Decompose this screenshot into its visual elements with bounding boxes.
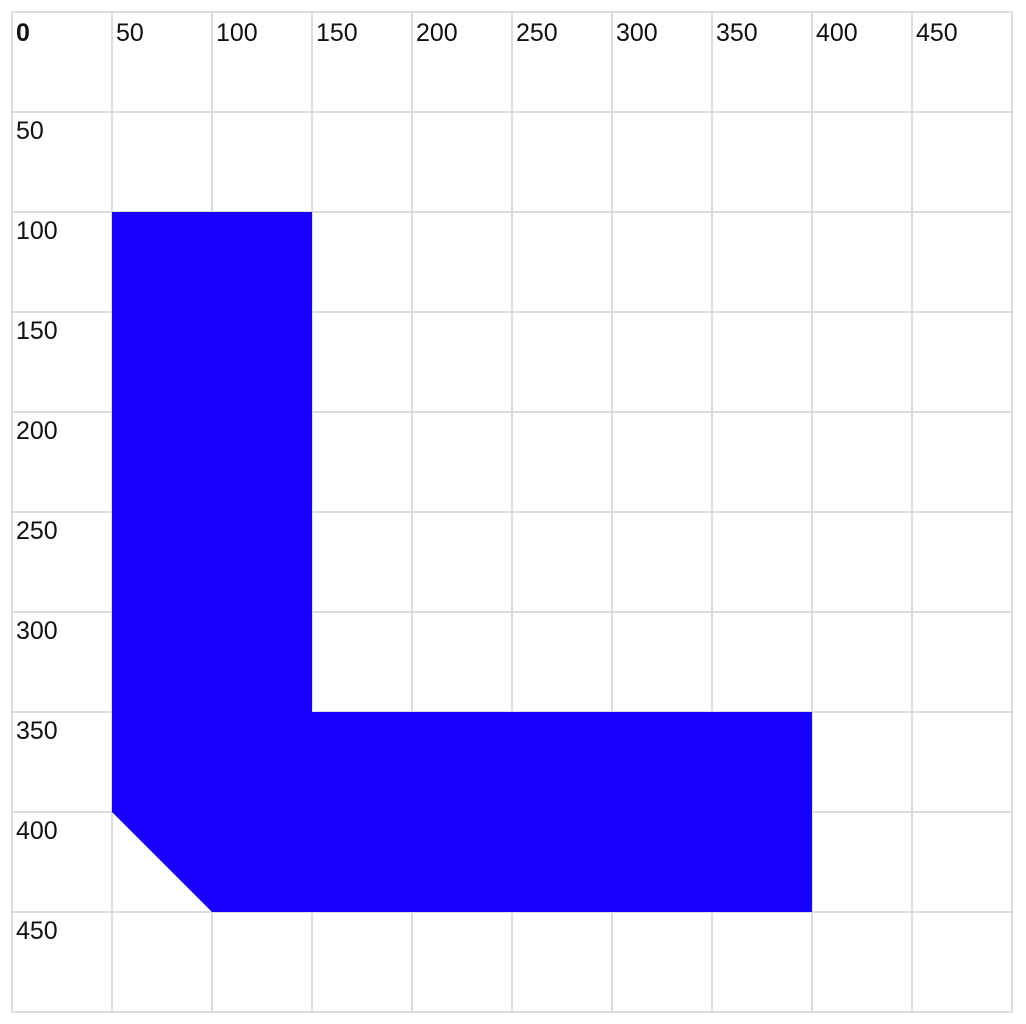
y-tick-label: 150: [16, 317, 58, 345]
x-tick-label: 100: [216, 19, 258, 47]
grid-lines: [11, 11, 1013, 1013]
y-tick-label: 100: [16, 217, 58, 245]
blue-l-shape: [112, 212, 812, 912]
y-tick-label: 50: [16, 117, 44, 145]
x-tick-label: 450: [916, 19, 958, 47]
x-tick-label: 0: [16, 19, 30, 47]
y-tick-label: 400: [16, 817, 58, 845]
y-tick-label: 450: [16, 917, 58, 945]
x-tick-label: 200: [416, 19, 458, 47]
x-tick-label: 300: [616, 19, 658, 47]
y-tick-label: 200: [16, 417, 58, 445]
x-tick-label: 250: [516, 19, 558, 47]
y-tick-label: 250: [16, 517, 58, 545]
x-tick-label: 150: [316, 19, 358, 47]
x-tick-label: 400: [816, 19, 858, 47]
x-tick-label: 50: [116, 19, 144, 47]
tick-labels: 0 50 100 150 200 250 300 350 400 450 50 100 150 200 25…: [16, 19, 958, 945]
y-tick-label: 300: [16, 617, 58, 645]
y-tick-label: 350: [16, 717, 58, 745]
x-tick-label: 350: [716, 19, 758, 47]
